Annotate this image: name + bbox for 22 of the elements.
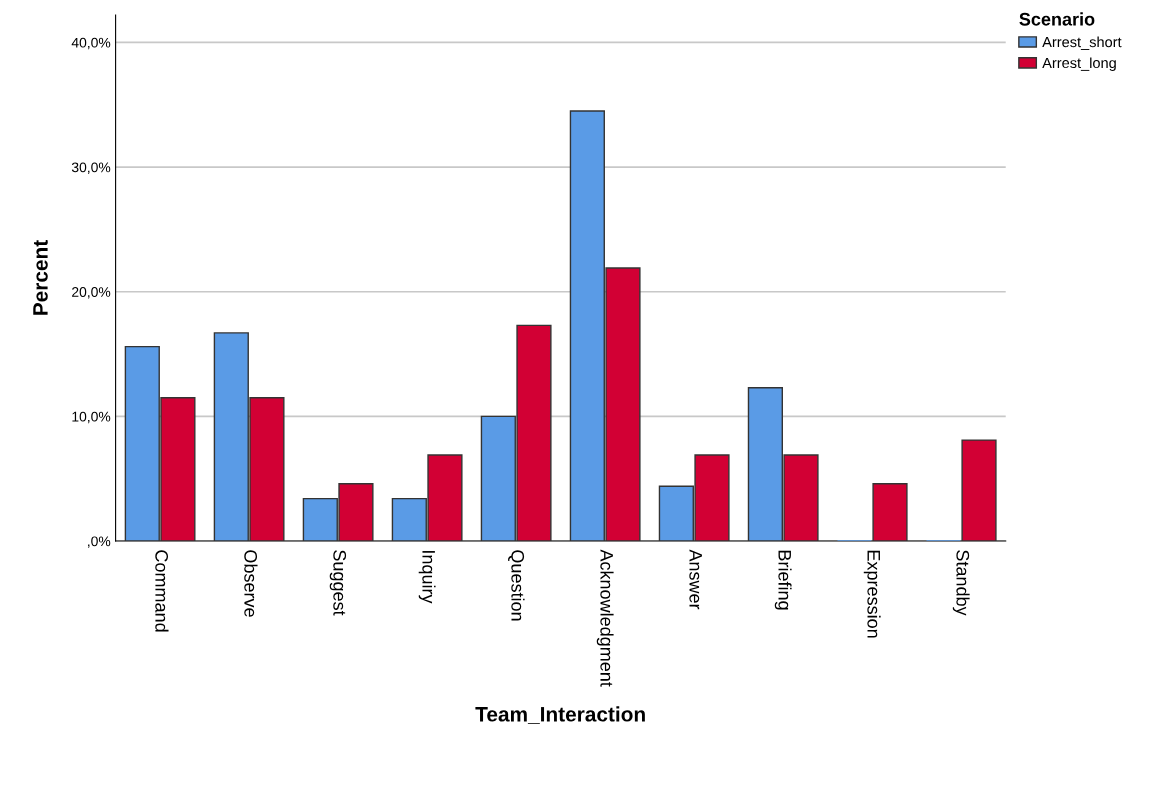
y-tick-label: ,0%	[88, 536, 111, 548]
x-tick-label: Observe	[244, 550, 258, 617]
y-tick-label: 10,0%	[72, 411, 111, 424]
legend-label: Arrest_long	[1042, 57, 1116, 71]
y-tick-label: 20,0%	[72, 287, 111, 299]
x-tick-label: Inquiry	[418, 551, 436, 604]
x-axis-title: Team_Interaction	[475, 706, 645, 724]
x-tick-label: Suggest	[329, 550, 347, 616]
legend-title: Scenario	[1019, 12, 1095, 26]
x-tick-label: Standby	[952, 550, 970, 616]
y-axis-title: Percent	[33, 240, 48, 315]
x-tick-label: Command	[155, 550, 169, 632]
bar	[872, 483, 908, 542]
x-tick-label: Acknowledgment	[596, 549, 614, 687]
x-tick-label: Briefing	[774, 550, 792, 610]
y-tick-label: 30,0%	[71, 162, 111, 174]
legend-label: Arrest_short	[1042, 36, 1122, 50]
bar	[961, 439, 997, 542]
x-tick-label: Answer	[689, 549, 702, 610]
x-tick-label: Question	[508, 550, 525, 621]
x-tick-label: Expression	[863, 550, 881, 638]
y-tick-label: 40,0%	[71, 37, 111, 50]
